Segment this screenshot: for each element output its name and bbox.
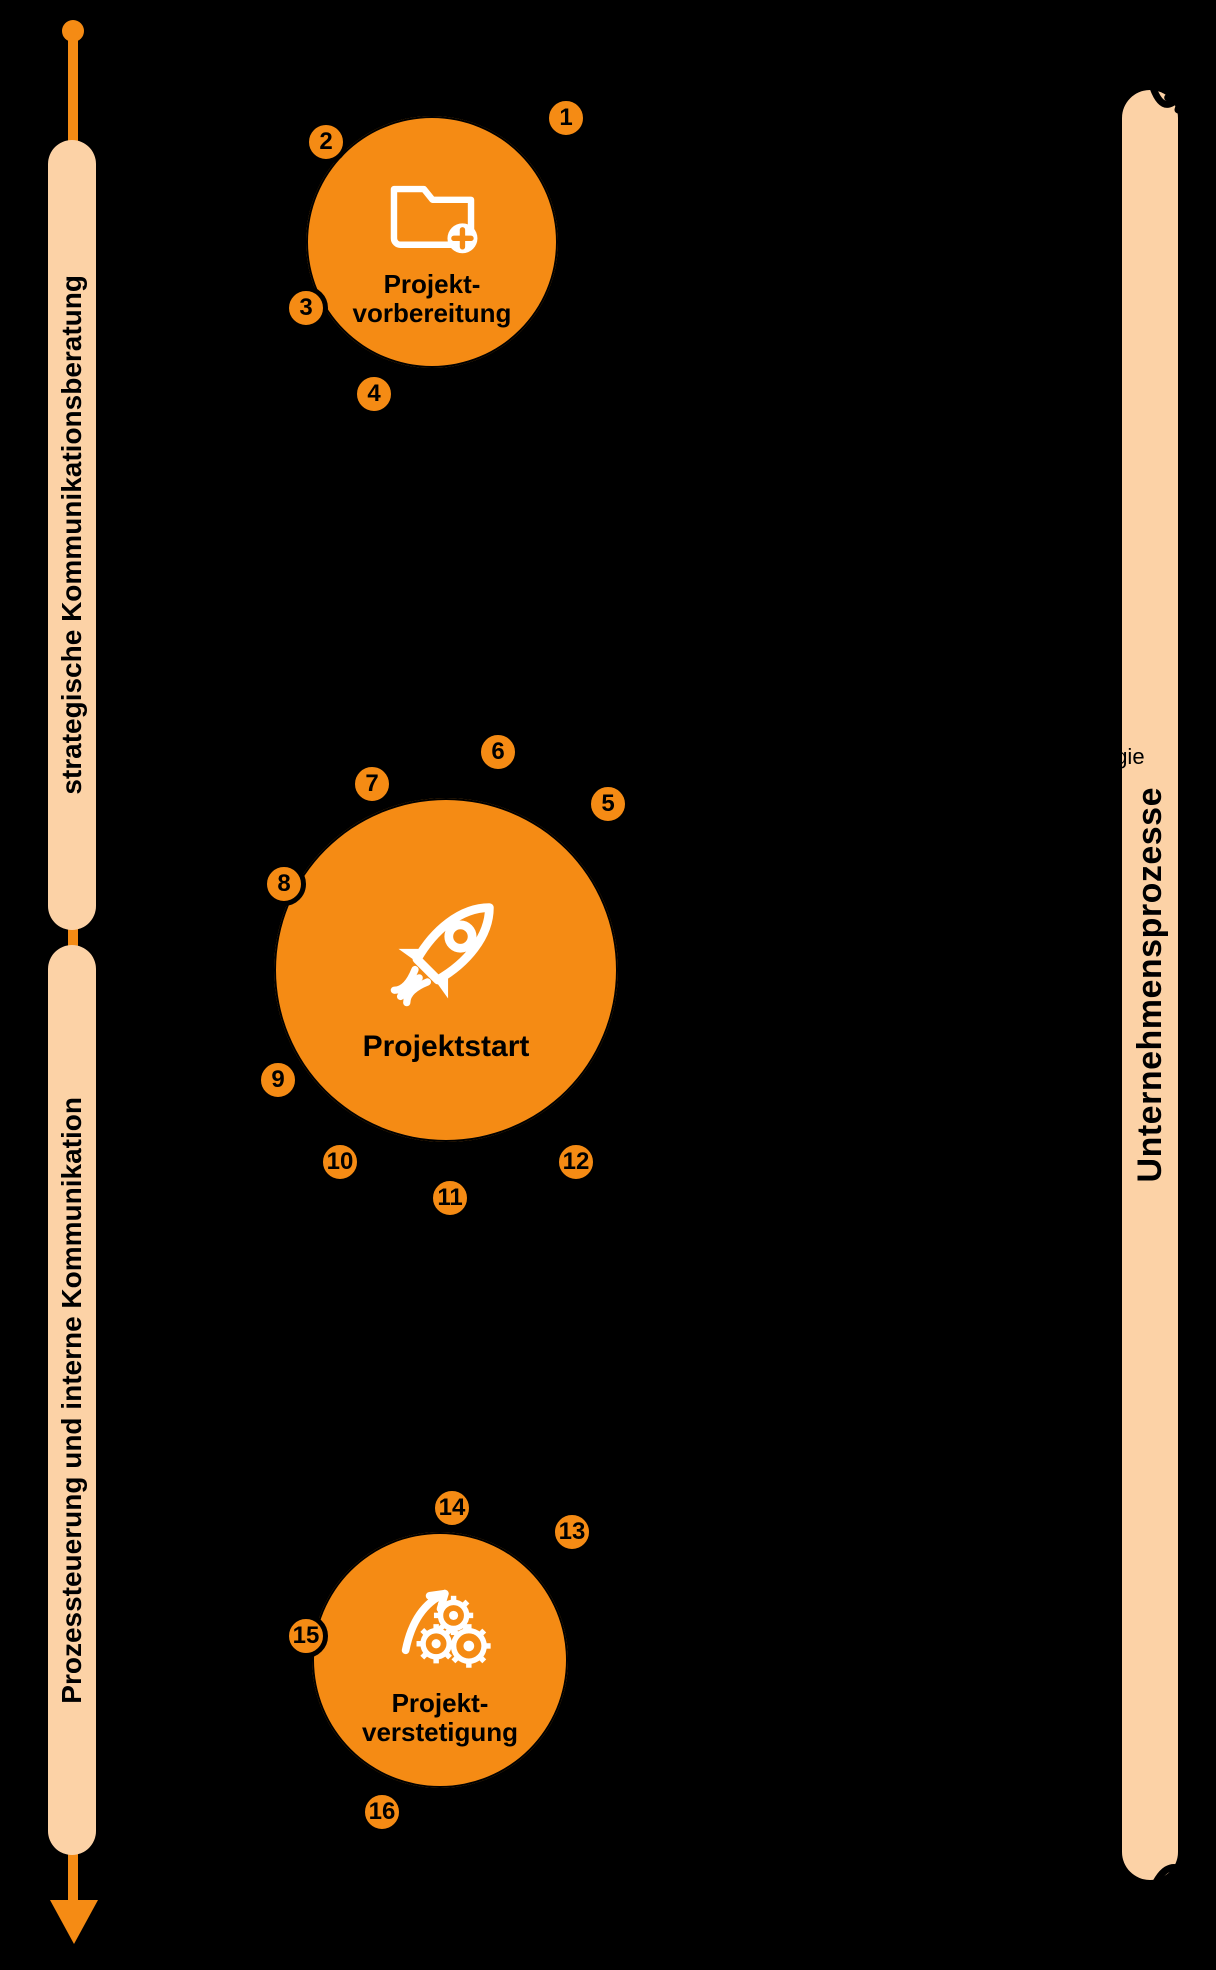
step-badge-14: 14 xyxy=(430,1486,474,1530)
step-badge-7: 7 xyxy=(350,762,394,806)
step-desc-15: Personalisierte Auszeichnung xyxy=(124,1604,278,1663)
pill-unternehmensprozesse-label: Unternehmensprozesse xyxy=(1131,787,1170,1182)
step-badge-15: 15 xyxy=(284,1614,328,1658)
folder-plus-icon xyxy=(379,157,486,264)
step-badge-10: 10 xyxy=(318,1140,362,1184)
step-badge-2: 2 xyxy=(304,120,348,164)
pill-prozess-label: Prozessteuerung und interne Kommunikatio… xyxy=(56,1097,88,1704)
step-badge-6: 6 xyxy=(476,730,520,774)
pill-strategisch-label: strategische Kommunikationsberatung xyxy=(56,275,88,795)
phase-start-title: Projektstart xyxy=(363,1030,530,1063)
phase-vorbereitung-title: Projekt-vorbereitung xyxy=(353,270,512,327)
step-desc-16: Instrumente zur internen und externen Ko… xyxy=(412,1794,1092,1883)
step-badge-4: 4 xyxy=(352,372,396,416)
step-badge-13: 13 xyxy=(550,1510,594,1554)
pill-prozess: Prozessteuerung und interne Kommunikatio… xyxy=(48,945,96,1855)
gears-arrow-icon xyxy=(386,1574,495,1683)
step-desc-6: Vier weitere Workshops (Auftakt-/Ideen-W… xyxy=(400,558,1140,677)
step-badge-5: 5 xyxy=(586,782,630,826)
step-desc-13: Instrumente zur dauerhaften Verstetigung… xyxy=(606,1490,1126,1579)
step-desc-7: Controlling Evaluations-bogen xyxy=(206,746,346,835)
step-desc-8: FAQs xyxy=(126,870,256,900)
step-desc-2: Kick-off-Workshop xyxy=(140,114,300,173)
step-badge-9: 9 xyxy=(256,1058,300,1102)
pill-strategisch: strategische Kommunikationsberatung xyxy=(48,140,96,930)
step-badge-8: 8 xyxy=(262,862,306,906)
step-desc-9: Ad-hoc-Unter-stützung xyxy=(108,1030,248,1119)
step-badge-12: 12 xyxy=(554,1140,598,1184)
phase-start-circle: Projektstart xyxy=(274,798,618,1142)
step-desc-14: Abschlussworkshop zur Auswertung und Eva… xyxy=(318,1400,958,1459)
step-desc-4: Gemeinsame Erarbeitung einer groben Stra… xyxy=(400,376,1130,465)
step-badge-1: 1 xyxy=(544,96,588,140)
step-desc-3: Beratungs-gespräch zur Antragstellung xyxy=(118,258,278,347)
step-badge-16: 16 xyxy=(360,1790,404,1834)
step-desc-11: Unterstützung bei der internen Kommunika… xyxy=(390,1234,790,1293)
phase-verstetigung-title: Projekt-verstetigung xyxy=(362,1689,518,1746)
pill-unternehmensprozesse: Unternehmensprozesse xyxy=(1122,90,1178,1880)
rocket-icon xyxy=(373,878,519,1024)
step-desc-10: Social-Media-Content für eigene Kanäle d… xyxy=(118,1192,358,1281)
step-badge-11: 11 xyxy=(428,1176,472,1220)
curve-bottom-head-icon xyxy=(1174,1859,1193,1879)
step-desc-1: Prüfung der Fördervoraussetzungen und de… xyxy=(600,88,1120,147)
left-arrow-tail xyxy=(62,20,84,42)
step-desc-12: Austausch- und Vernetzungsveranstaltung … xyxy=(610,1130,1130,1219)
left-arrow-head-icon xyxy=(50,1900,98,1944)
step-badge-3: 3 xyxy=(284,286,328,330)
step-desc-5: Set-up-Workshop zur finalen Klärung der … xyxy=(640,742,1160,831)
phase-verstetigung-circle: Projekt-verstetigung xyxy=(312,1532,568,1788)
